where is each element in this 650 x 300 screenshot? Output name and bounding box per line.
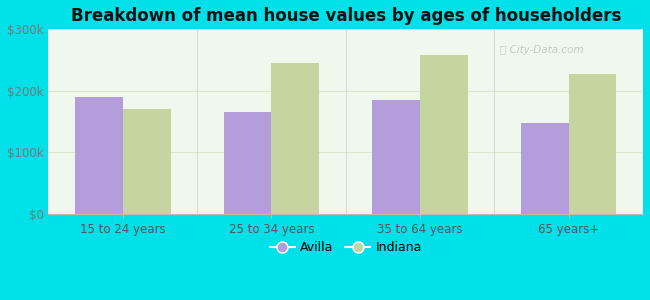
Bar (372, 100, 420, 214)
Bar (420, 55, 467, 214)
Legend: Avilla, Indiana: Avilla, Indiana (265, 236, 427, 259)
Bar (75, 97, 123, 214)
Bar (123, 109, 170, 214)
Bar (272, 63, 319, 214)
Title: Breakdown of mean house values by ages of householders: Breakdown of mean house values by ages o… (71, 7, 621, 25)
Bar (521, 123, 569, 214)
Bar (569, 74, 616, 214)
Bar (224, 112, 272, 214)
Text: ⓘ City-Data.com: ⓘ City-Data.com (500, 45, 584, 55)
